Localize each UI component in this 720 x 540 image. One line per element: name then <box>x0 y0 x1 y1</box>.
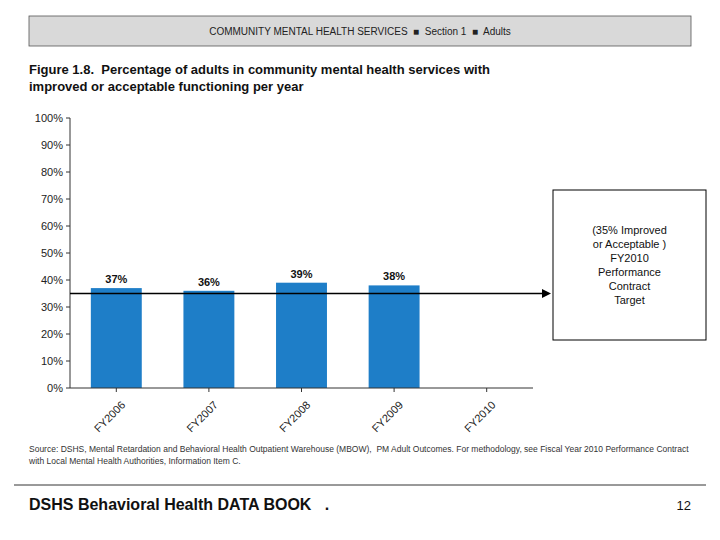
data-label: 37% <box>105 273 127 285</box>
y-tick-label: 90% <box>41 139 63 151</box>
target-label: FY2010 <box>610 252 649 264</box>
data-label: 39% <box>290 268 312 280</box>
y-tick <box>66 280 70 281</box>
data-label: 36% <box>198 276 220 288</box>
x-tick <box>301 388 302 392</box>
target-arrow <box>542 289 551 298</box>
source-text: Source: DSHS, Mental Retardation and Beh… <box>29 444 689 454</box>
title: improved or acceptable functioning per y… <box>29 79 304 94</box>
x-tick-label: FY2006 <box>92 399 128 435</box>
y-tick-label: 100% <box>35 112 63 124</box>
header-text: COMMUNITY MENTAL HEALTH SERVICES ■ Secti… <box>209 26 511 37</box>
source-text: with Local Mental Health Authorities, In… <box>28 456 241 466</box>
x-tick-label: FY2008 <box>277 399 313 435</box>
bar <box>91 288 142 388</box>
y-tick <box>66 226 70 227</box>
y-tick <box>66 172 70 173</box>
page-number: 12 <box>677 498 691 513</box>
y-tick <box>66 199 70 200</box>
x-tick-label: FY2007 <box>184 399 220 435</box>
y-tick-label: 80% <box>41 166 63 178</box>
y-tick <box>66 361 70 362</box>
target-label: or Acceptable ) <box>593 238 666 250</box>
target-label: (35% Improved <box>592 224 667 236</box>
title: Figure 1.8. Percentage of adults in comm… <box>29 62 490 77</box>
bar <box>183 291 234 388</box>
x-tick <box>394 388 395 392</box>
y-tick-label: 40% <box>41 274 63 286</box>
target-box <box>553 190 706 340</box>
data-label: 38% <box>383 270 405 282</box>
y-tick <box>66 334 70 335</box>
y-tick-label: 70% <box>41 193 63 205</box>
footer-text: DSHS Behavioral Health DATA BOOK . <box>29 496 329 513</box>
y-tick <box>66 388 70 389</box>
chart: COMMUNITY MENTAL HEALTH SERVICES ■ Secti… <box>0 0 720 540</box>
bar <box>276 283 327 388</box>
x-tick-label: FY2010 <box>462 399 498 435</box>
x-tick <box>208 388 209 392</box>
bars <box>91 283 420 388</box>
x-tick <box>486 388 487 392</box>
y-tick <box>66 253 70 254</box>
y-tick-label: 10% <box>41 355 63 367</box>
target-label: Performance <box>598 266 661 278</box>
x-tick-label: FY2009 <box>369 399 405 435</box>
header-bar <box>29 16 691 46</box>
y-tick <box>66 118 70 119</box>
y-tick <box>66 307 70 308</box>
y-tick-label: 60% <box>41 220 63 232</box>
y-tick-label: 50% <box>41 247 63 259</box>
target-label: Contract <box>609 280 651 292</box>
bar <box>369 285 420 388</box>
y-tick-label: 30% <box>41 301 63 313</box>
target-label: Target <box>614 294 645 306</box>
x-tick <box>116 388 117 392</box>
target-line <box>70 293 547 295</box>
y-tick <box>66 145 70 146</box>
y-tick-label: 0% <box>47 382 63 394</box>
footer-rule <box>14 485 706 486</box>
y-tick-label: 20% <box>41 328 63 340</box>
